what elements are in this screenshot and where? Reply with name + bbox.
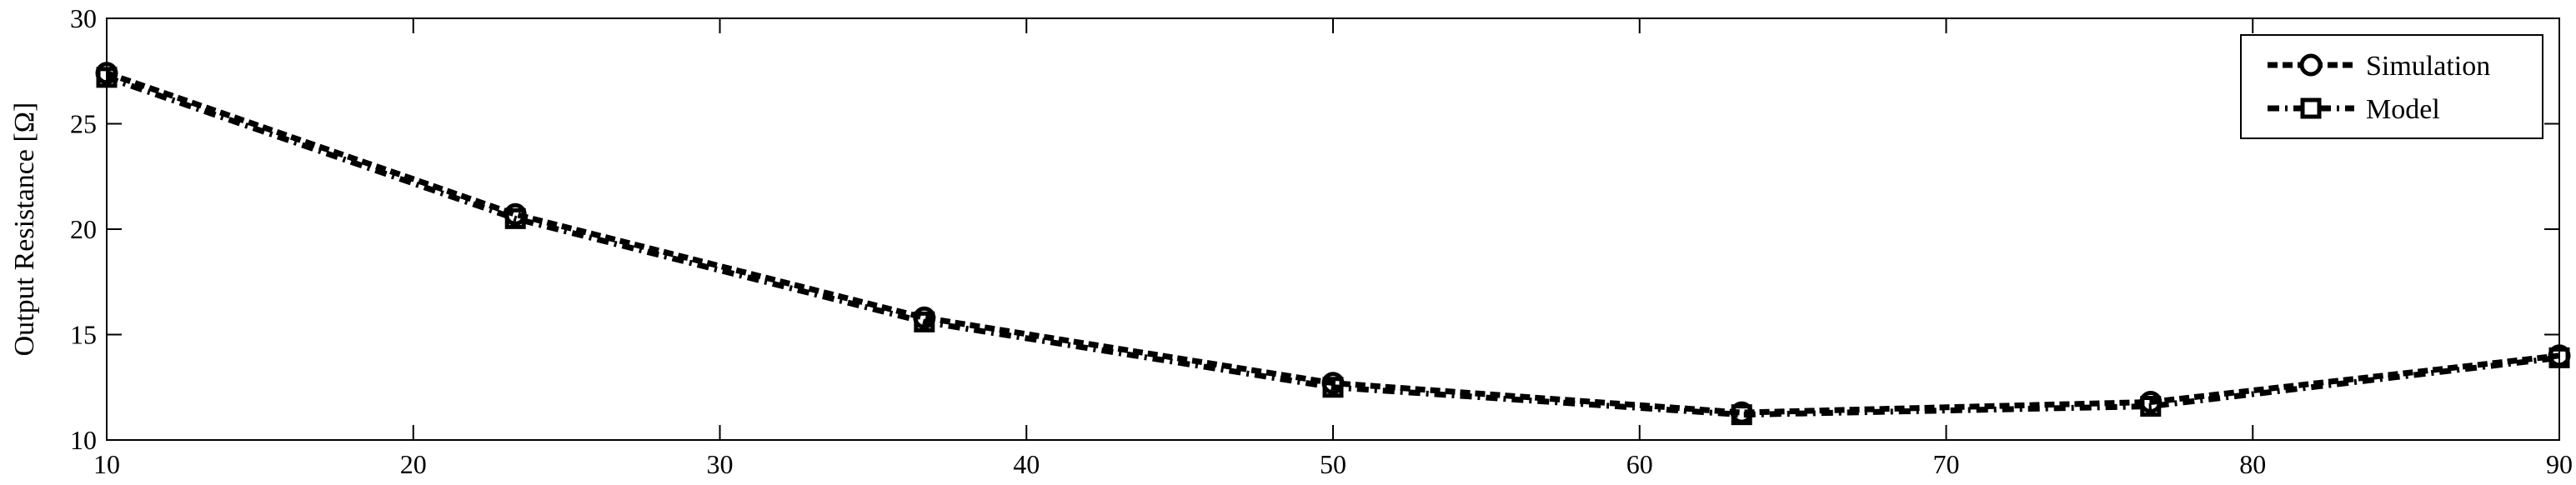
x-tick-label: 20: [400, 449, 427, 479]
plot-area: [106, 18, 2560, 441]
series-model: [96, 67, 2570, 426]
axis-tick-labels: 10 20 30 40 50 60 70 80 90 10 15 20 25 30: [70, 3, 2573, 479]
data-point: [2140, 396, 2162, 418]
legend-swatch-marker: [2300, 98, 2322, 119]
data-point: [1731, 404, 1752, 426]
x-tick-label: 30: [707, 449, 734, 479]
y-tick-label: 20: [70, 214, 97, 244]
y-tick-label: 10: [70, 425, 97, 455]
x-tick-label: 90: [2546, 449, 2573, 479]
data-point: [504, 208, 526, 229]
y-axis-label: Output Resistance [Ω]: [9, 102, 40, 357]
data-point: [2548, 347, 2570, 368]
x-tick-label: 40: [1013, 449, 1040, 479]
y-tick-label: 15: [70, 320, 97, 350]
legend-box: [2240, 34, 2543, 139]
legend-label: Simulation: [2366, 51, 2490, 82]
data-point: [1322, 377, 1344, 398]
x-tick-label: 60: [1626, 449, 1653, 479]
axis-ticks: [106, 18, 2560, 441]
x-tick-label: 50: [1320, 449, 1346, 479]
data-point: [914, 311, 935, 332]
data-point: [96, 67, 118, 88]
x-tick-label: 10: [93, 449, 120, 479]
x-tick-label: 80: [2239, 449, 2266, 479]
legend: Simulation Model: [2240, 34, 2543, 139]
legend-swatch-marker: [2299, 53, 2323, 77]
series-line: [105, 70, 2560, 416]
series-line: [105, 74, 2560, 418]
y-tick-label: 30: [70, 3, 97, 33]
legend-label: Model: [2366, 94, 2440, 125]
x-tick-label: 70: [1933, 449, 1960, 479]
y-tick-label: 25: [70, 109, 97, 139]
series-layer: [95, 62, 2571, 426]
